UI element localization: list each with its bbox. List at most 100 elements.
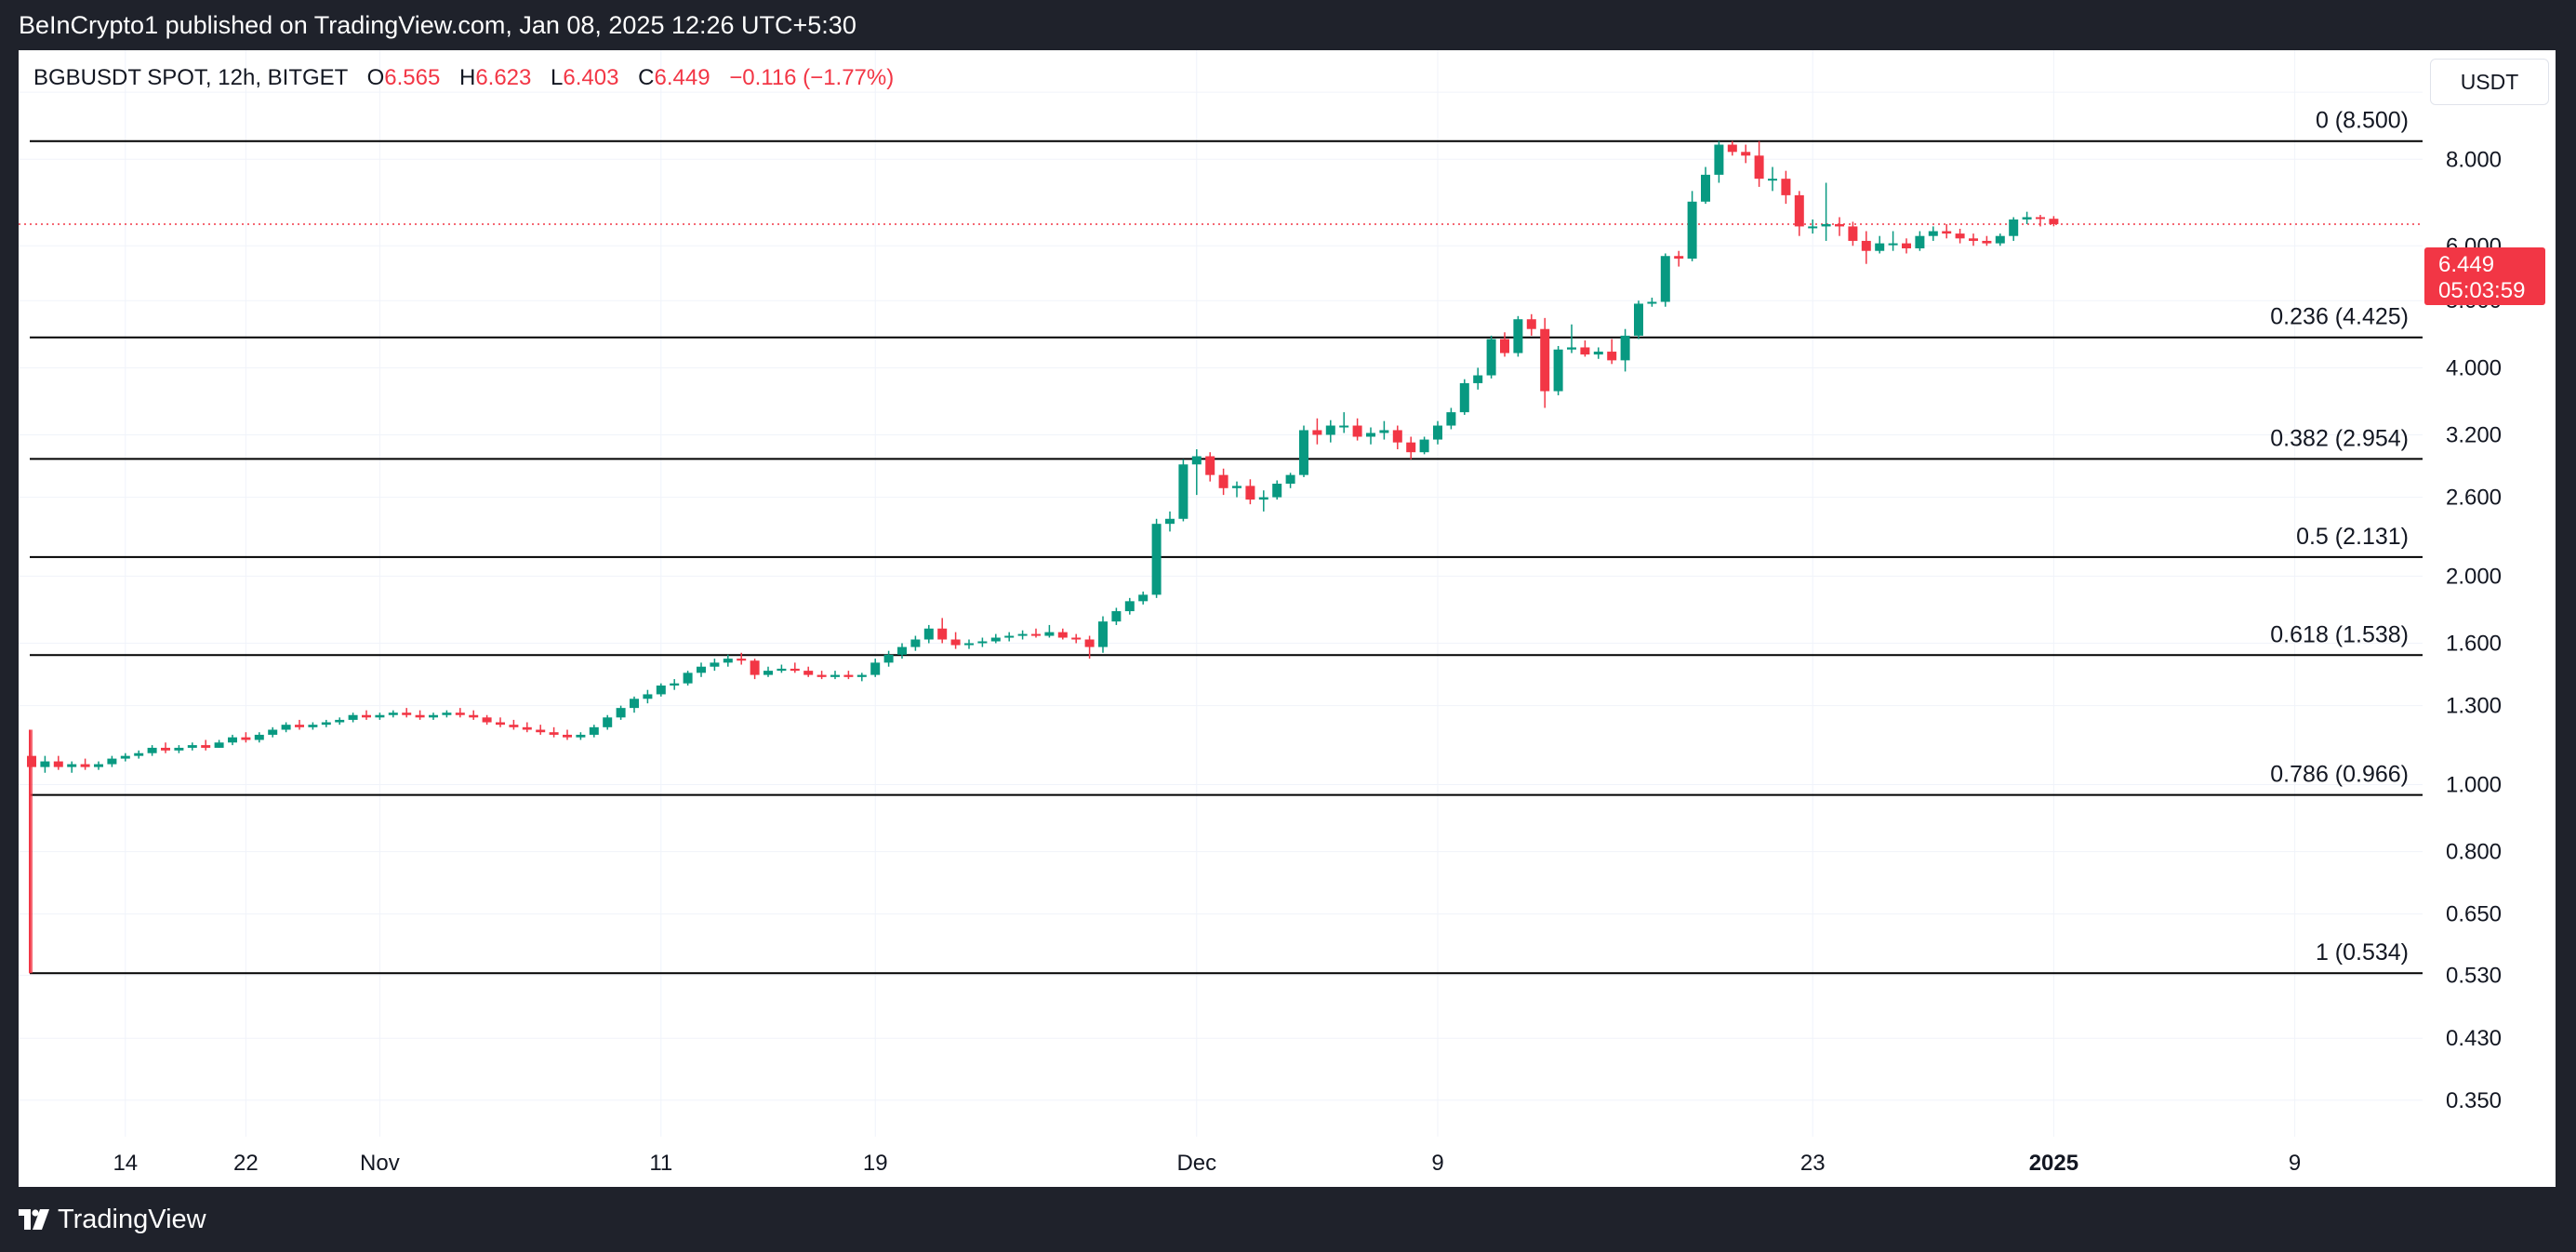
y-tick-label: 0.430 [2446,1026,2502,1051]
y-tick-label: 0.650 [2446,902,2502,927]
candle-up [764,671,773,675]
symbol-info[interactable]: BGBUSDT SPOT, 12h, BITGET [33,65,348,90]
candle-down [1218,474,1228,488]
candle-down [1071,637,1082,640]
candle-up [630,699,639,709]
x-tick-label: 23 [1800,1151,1826,1176]
candle-down [1526,319,1536,329]
candle-down [937,628,948,640]
candle-down [803,671,814,675]
candle-up [2022,217,2032,220]
candle-up [388,713,398,715]
candle-up [1888,243,1898,246]
candle-up [335,719,345,723]
y-tick-label: 1.000 [2446,772,2502,797]
candle-up [1768,179,1777,181]
candle-up [321,722,331,726]
candle-down [496,722,505,726]
fib-level-label: 1 (0.534) [2316,939,2409,966]
candle-up [1258,497,1268,500]
candle-down [1392,430,1402,443]
candle-up [643,694,653,699]
candle-up [883,654,894,663]
candle-up [616,708,626,718]
currency-button[interactable]: USDT [2430,59,2549,105]
candle-up [923,628,934,640]
candle-up [268,729,278,735]
candle-up [1124,601,1135,612]
candle-down [1942,231,1952,234]
candle-down [1848,226,1858,241]
candle-up [174,747,184,751]
candle-up [308,725,318,727]
last-price-tag-value: 6.449 [2438,252,2494,277]
tradingview-logo-text: TradingView [58,1204,206,1234]
y-tick-label: 2.000 [2446,564,2502,589]
candle-up [1325,425,1335,435]
time-axis[interactable]: 14 22 Nov 11 19 Dec 9 23 2025 9 [113,1151,2301,1176]
candle-down [1741,152,1751,156]
candle-down [1312,430,1322,435]
candle-up [1379,430,1389,433]
candle-up [120,755,130,759]
candle-up [1165,518,1175,525]
y-tick-label: 1.300 [2446,694,2502,719]
candle-down [750,660,760,675]
candle-down [469,714,479,718]
candle-up [656,685,666,695]
candle-up [1567,347,1576,350]
fib-level-label: 0.5 (2.131) [2296,524,2409,550]
chart-panel[interactable]: 0 (8.500) 0.236 (4.425) 0.382 (2.954) 0.5 (… [19,50,2556,1187]
candle-up [40,761,50,767]
candle-up [910,639,921,647]
candle-up [187,745,197,748]
candle-down [549,732,559,735]
fib-level-label: 0.786 (0.966) [2270,762,2409,788]
x-tick-label: 2025 [2029,1151,2078,1176]
fibonacci-retracement[interactable]: 0 (8.500) 0.236 (4.425) 0.382 (2.954) 0.5 (… [29,108,2423,975]
tradingview-logo-icon [19,1209,49,1230]
x-tick-label: Dec [1176,1151,1216,1176]
candle-up [1366,433,1375,437]
price-axis[interactable]: 10.0008.0006.0005.0004.0003.2002.6002.00… [2439,80,2507,1113]
y-tick-label: 0.530 [2446,964,2502,989]
candle-up [1995,235,2005,244]
tradingview-logo[interactable]: TradingView [19,1204,206,1234]
candles [27,140,2059,974]
candle-down [1540,328,1550,392]
candle-up [1660,256,1670,302]
candle-down [737,659,747,661]
candle-up [375,714,385,718]
candle-up [1486,339,1496,376]
candle-up [576,734,586,738]
x-tick-label: 9 [1431,1151,1443,1176]
candle-up [1004,635,1015,638]
candle-down [790,668,800,672]
candle-down [843,674,854,677]
fib-level-label: 0.382 (2.954) [2270,425,2409,451]
candle-up [723,659,733,663]
candle-up [1821,223,1831,227]
candle-up [1701,174,1710,202]
candle-up [603,717,613,727]
footer: TradingView [0,1187,2576,1252]
last-price-tag-bg [2424,247,2545,305]
x-tick-label: 11 [649,1151,672,1176]
x-tick-label: 14 [113,1151,138,1176]
candle-up [1915,235,1925,248]
y-tick-label: 8.000 [2446,147,2502,172]
candle-up [2009,219,2019,236]
candle-up [1111,611,1122,622]
candle-up [1433,425,1442,440]
fib-level-label: 0 (8.500) [2316,108,2409,134]
candle-up [683,673,693,684]
candle-down [536,729,546,733]
candle-up [1714,144,1724,175]
price-chart[interactable]: 0 (8.500) 0.236 (4.425) 0.382 (2.954) 0.5 (… [19,50,2556,1187]
candle-up [1178,464,1188,519]
candle-up [1191,456,1202,465]
candle-up [228,737,237,743]
candle-up [1553,349,1563,392]
candle-up [990,637,1001,642]
candle-down [80,764,90,767]
